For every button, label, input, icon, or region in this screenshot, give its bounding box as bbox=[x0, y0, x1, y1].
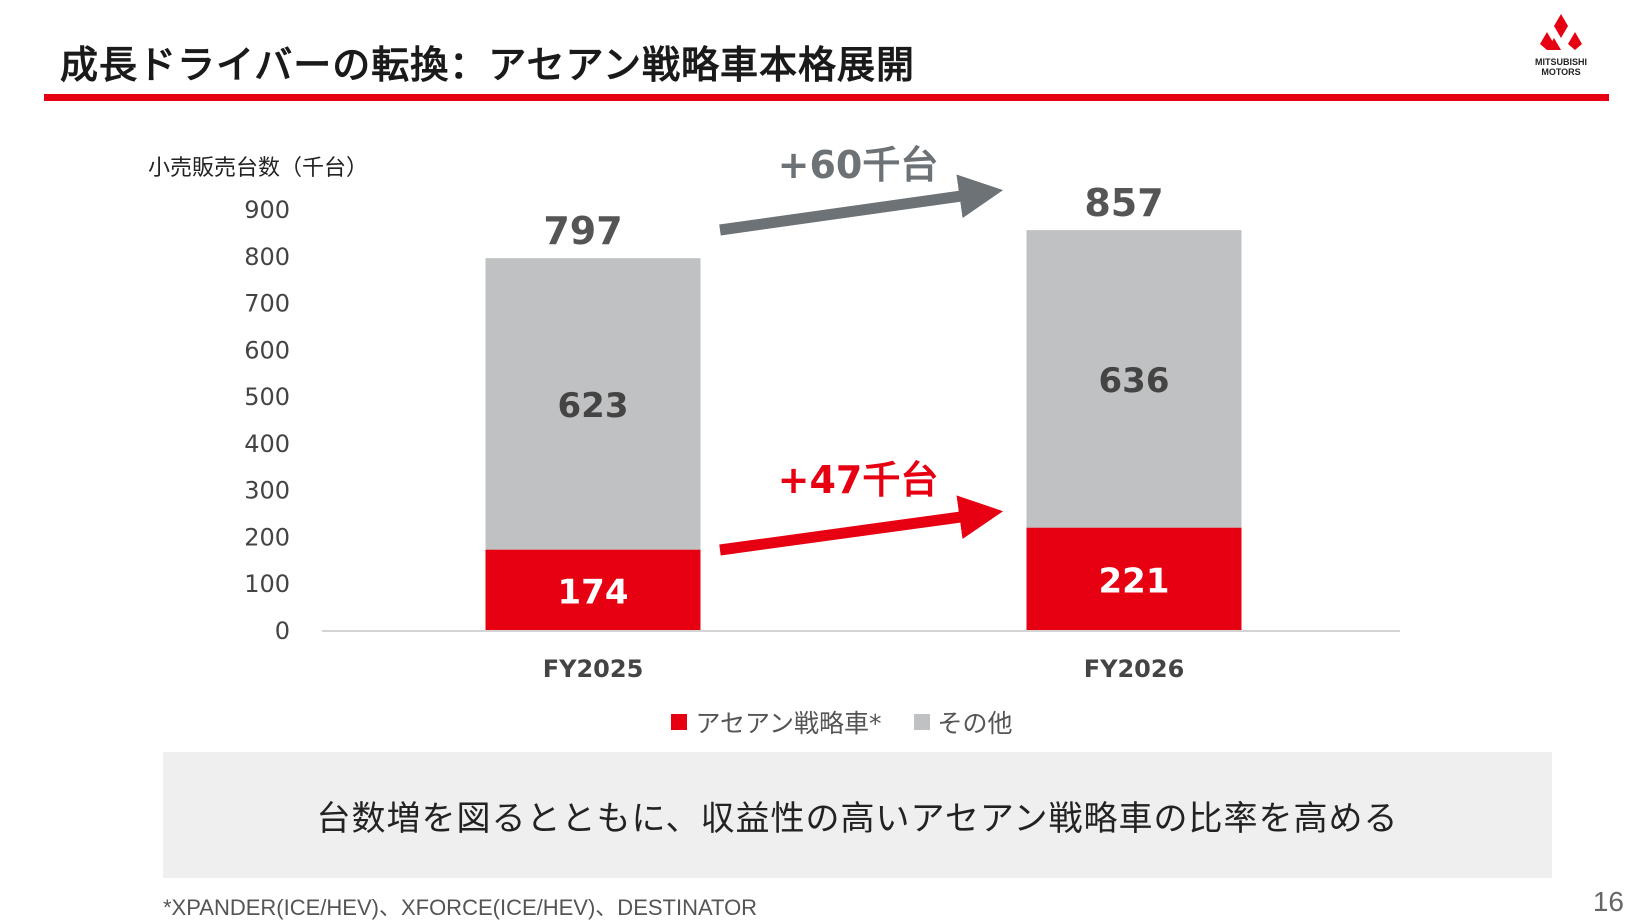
key-message: 台数増を図るとともに、収益性の高いアセアン戦略車の比率を高める bbox=[163, 752, 1552, 878]
bar-total-label: 857 bbox=[1084, 181, 1163, 225]
key-message-text: 台数増を図るとともに、収益性の高いアセアン戦略車の比率を高める bbox=[316, 798, 1399, 839]
y-tick-label: 0 bbox=[275, 617, 290, 645]
x-tick-label: FY2026 bbox=[1084, 655, 1185, 683]
company-logo: MITSUBISHI MOTORS bbox=[1527, 12, 1595, 82]
logo-text: MITSUBISHI MOTORS bbox=[1534, 57, 1587, 77]
bar-segment bbox=[1026, 230, 1242, 528]
bar-data-label: 623 bbox=[558, 386, 629, 426]
y-tick-label: 600 bbox=[244, 336, 290, 364]
bar-data-label: 636 bbox=[1099, 361, 1170, 401]
total-change-label: +60千台 bbox=[778, 143, 939, 187]
y-tick-label: 400 bbox=[244, 430, 290, 458]
change-annotations: +60千台 +47千台 bbox=[719, 143, 1004, 556]
bar-segment bbox=[485, 549, 701, 631]
bar-data-label: 221 bbox=[1099, 561, 1170, 601]
total-change-arrow bbox=[719, 174, 1004, 236]
bar-segment bbox=[485, 258, 701, 550]
y-axis-ticks: 0 100 200 300 400 500 600 700 800 900 bbox=[244, 196, 290, 645]
asean-change-arrow bbox=[719, 495, 1004, 556]
bars: 174 623 797 221 636 857 bbox=[485, 181, 1242, 631]
legend-label-asean: アセアン戦略車* bbox=[695, 709, 882, 738]
legend-item-other: その他 bbox=[913, 704, 1013, 740]
three-diamonds-icon bbox=[1540, 14, 1582, 50]
legend-swatch-asean bbox=[671, 714, 688, 730]
y-tick-label: 800 bbox=[244, 243, 290, 271]
title-divider bbox=[44, 94, 1609, 101]
x-tick-label: FY2025 bbox=[543, 655, 644, 683]
y-axis-label: 小売販売台数（千台） bbox=[148, 156, 368, 181]
legend-label-other: その他 bbox=[937, 709, 1013, 738]
asean-change-label: +47千台 bbox=[778, 458, 939, 502]
y-tick-label: 700 bbox=[244, 290, 290, 318]
y-tick-label: 900 bbox=[244, 196, 290, 224]
chart-legend: アセアン戦略車* その他 bbox=[0, 704, 1644, 740]
page-number: 16 bbox=[1592, 886, 1624, 917]
bar-data-label: 174 bbox=[558, 572, 629, 612]
x-axis-ticks: FY2025 FY2026 bbox=[543, 655, 1185, 683]
y-tick-label: 500 bbox=[244, 383, 290, 411]
y-tick-label: 100 bbox=[244, 570, 290, 598]
bar-total-label: 797 bbox=[543, 209, 622, 253]
legend-swatch-other bbox=[913, 714, 930, 730]
legend-item-asean: アセアン戦略車* bbox=[671, 704, 882, 740]
bar-segment bbox=[1026, 527, 1242, 631]
page-title: 成長ドライバーの転換：アセアン戦略車本格展開 bbox=[60, 43, 915, 87]
y-tick-label: 200 bbox=[244, 523, 290, 551]
y-tick-label: 300 bbox=[244, 477, 290, 505]
footnote: *XPANDER(ICE/HEV)、XFORCE(ICE/HEV)、DESTIN… bbox=[163, 895, 758, 920]
